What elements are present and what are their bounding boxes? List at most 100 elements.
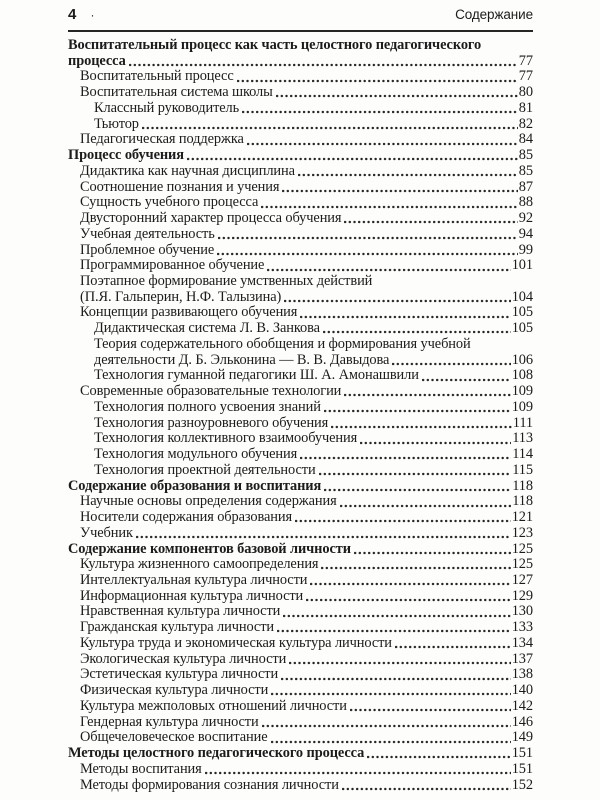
toc-entry-page: 105 bbox=[511, 320, 533, 337]
toc-entry-page: 82 bbox=[518, 115, 533, 132]
toc-entry-label: Сущность учебного процесса bbox=[80, 194, 259, 211]
dot-leader bbox=[339, 503, 512, 508]
toc-entry: Воспитательный процесс как часть целостн… bbox=[68, 37, 533, 54]
dot-leader bbox=[135, 535, 511, 539]
dot-leader bbox=[217, 236, 518, 241]
toc-entry: Научные основы определения содержания 118 bbox=[68, 494, 533, 510]
toc-entry-page: 127 bbox=[511, 571, 533, 588]
toc-entry-label: Теория содержательного обобщения и форми… bbox=[94, 335, 471, 352]
toc-entry-page: 125 bbox=[511, 540, 533, 557]
dot-leader bbox=[324, 487, 512, 492]
toc-entry: Учебная деятельность 94 bbox=[68, 226, 533, 243]
toc-entry-label: Технология проектной деятельности bbox=[94, 461, 316, 478]
toc-entry: Дидактическая система Л. В. Занкова 105 bbox=[68, 320, 533, 337]
dot-leader bbox=[421, 377, 511, 382]
toc-entry-page: 140 bbox=[511, 682, 533, 699]
toc-entry-label: Носители содержания образования bbox=[80, 509, 293, 526]
toc-entry-label: Интеллектуальная культура личности bbox=[80, 571, 308, 588]
toc-entry-label: Современные образовательные технологии bbox=[80, 383, 342, 400]
dot-leader bbox=[394, 645, 511, 650]
toc-entry-label: Общечеловеческое воспитание bbox=[80, 729, 268, 746]
toc-entry: Двусторонний характер процесса обучения 9… bbox=[68, 210, 533, 227]
toc-entry-label: Информационная культура личности bbox=[80, 587, 304, 604]
toc-entry: Современные образовательные технологии 10… bbox=[68, 383, 533, 400]
toc-entry-label: Технология разноуровневого обучения bbox=[94, 414, 329, 431]
toc-entry-label: Гражданская культура личности bbox=[80, 619, 274, 636]
toc-entry-label: Научные основы определения содержания bbox=[80, 493, 337, 510]
toc-entry-page: 109 bbox=[511, 398, 533, 415]
toc-entry-page: 88 bbox=[518, 194, 533, 211]
header-bullet-icon: · bbox=[90, 8, 95, 22]
toc-entry-label: (П.Я. Гальперин, Н.Ф. Талызина) bbox=[80, 288, 282, 305]
toc-entry-label: Классный руководитель bbox=[94, 99, 240, 116]
toc-entry-page: 109 bbox=[511, 383, 533, 400]
toc-entry-page: 129 bbox=[511, 587, 533, 604]
toc-entry: Поэтапное формирование умственных действ… bbox=[68, 273, 533, 290]
dot-leader bbox=[344, 220, 518, 225]
dot-leader bbox=[267, 267, 511, 272]
toc-entry: Технология разноуровневого обучения 111 bbox=[68, 414, 533, 432]
toc-entry-label: Нравственная культура личности bbox=[80, 603, 281, 620]
toc-entry: Методы формирования сознания личности 152 bbox=[68, 776, 533, 794]
toc-entry: Программированное обучение 101 bbox=[68, 258, 533, 274]
toc-entry-page: 118 bbox=[512, 493, 533, 510]
toc-entry-label: Гендерная культура личности bbox=[80, 713, 259, 730]
toc-entry: Физическая культура личности 140 bbox=[68, 682, 533, 699]
dot-leader bbox=[321, 566, 511, 571]
toc-entry-page: 111 bbox=[512, 414, 533, 431]
toc-entry-page: 123 bbox=[511, 524, 533, 541]
dot-leader bbox=[277, 629, 511, 634]
toc-entry-label: Содержание образования и воспитания bbox=[68, 477, 322, 494]
toc-entry-label: Технология модульного обучения bbox=[94, 446, 298, 463]
dot-leader bbox=[300, 314, 511, 319]
toc-entry-label: Учебник bbox=[80, 524, 133, 541]
dot-leader bbox=[353, 550, 511, 555]
toc-entry-page: 105 bbox=[511, 304, 533, 321]
toc-entry-label: Поэтапное формирование умственных действ… bbox=[80, 273, 373, 290]
dot-leader bbox=[306, 597, 511, 602]
toc-entry: процесса 77 bbox=[68, 52, 533, 70]
dot-leader bbox=[246, 141, 518, 146]
toc-entry-label: Воспитательная система школы bbox=[80, 84, 273, 101]
toc-entry-page: 130 bbox=[511, 603, 533, 620]
dot-leader bbox=[349, 708, 511, 713]
toc-entry-page: 146 bbox=[511, 713, 533, 730]
toc-entry-label: Тьютор bbox=[94, 115, 139, 132]
toc-entry: Содержание компонентов базовой личности 1… bbox=[68, 540, 533, 558]
dot-leader bbox=[261, 204, 518, 209]
toc-entry: Культура межполовых отношений личности 14… bbox=[68, 697, 533, 715]
dot-leader bbox=[284, 298, 511, 303]
toc-entry-page: 142 bbox=[511, 697, 533, 714]
toc-entry: Технология модульного обучения 114 bbox=[68, 446, 533, 463]
toc-entry-page: 121 bbox=[511, 509, 533, 526]
dot-leader bbox=[271, 692, 511, 697]
toc-entry-page: 125 bbox=[511, 556, 533, 573]
toc-entry-label: Физическая культура личности bbox=[80, 682, 269, 699]
toc-entry-page: 87 bbox=[518, 178, 533, 195]
toc-entry-label: Проблемное обучение bbox=[80, 241, 215, 258]
dot-leader bbox=[270, 739, 511, 744]
dot-leader bbox=[341, 786, 511, 791]
toc-entry: Содержание образования и воспитания 118 bbox=[68, 477, 533, 495]
dot-leader bbox=[236, 78, 518, 83]
table-of-contents: Воспитательный процесс как часть целостн… bbox=[68, 32, 533, 793]
toc-entry-page: 118 bbox=[512, 477, 533, 494]
dot-leader bbox=[300, 456, 512, 461]
page-header: 4 · Содержание bbox=[68, 5, 533, 32]
dot-leader bbox=[344, 393, 511, 398]
dot-leader bbox=[322, 330, 511, 335]
toc-entry-label: Методы целостного педагогического процес… bbox=[68, 745, 365, 762]
toc-entry-label: Методы формирования сознания личности bbox=[80, 776, 339, 793]
toc-entry-label: Культура труда и экономическая культура … bbox=[80, 634, 392, 651]
toc-entry-page: 77 bbox=[518, 52, 533, 69]
toc-entry: Технология проектной деятельности 115 bbox=[68, 461, 533, 479]
toc-entry-label: деятельности Д. Б. Эльконина — В. В. Дав… bbox=[94, 351, 390, 368]
toc-entry: Гражданская культура личности 133 bbox=[68, 619, 533, 636]
toc-entry: Эстетическая культура личности 138 bbox=[68, 667, 533, 683]
toc-entry-page: 134 bbox=[511, 634, 533, 651]
toc-entry-page: 149 bbox=[511, 729, 533, 746]
toc-entry-page: 81 bbox=[518, 99, 533, 116]
header-title: Содержание bbox=[455, 7, 533, 22]
toc-entry: Воспитательная система школы 80 bbox=[68, 84, 533, 101]
toc-entry: Технология коллективного взаимообучения 1… bbox=[68, 431, 533, 447]
